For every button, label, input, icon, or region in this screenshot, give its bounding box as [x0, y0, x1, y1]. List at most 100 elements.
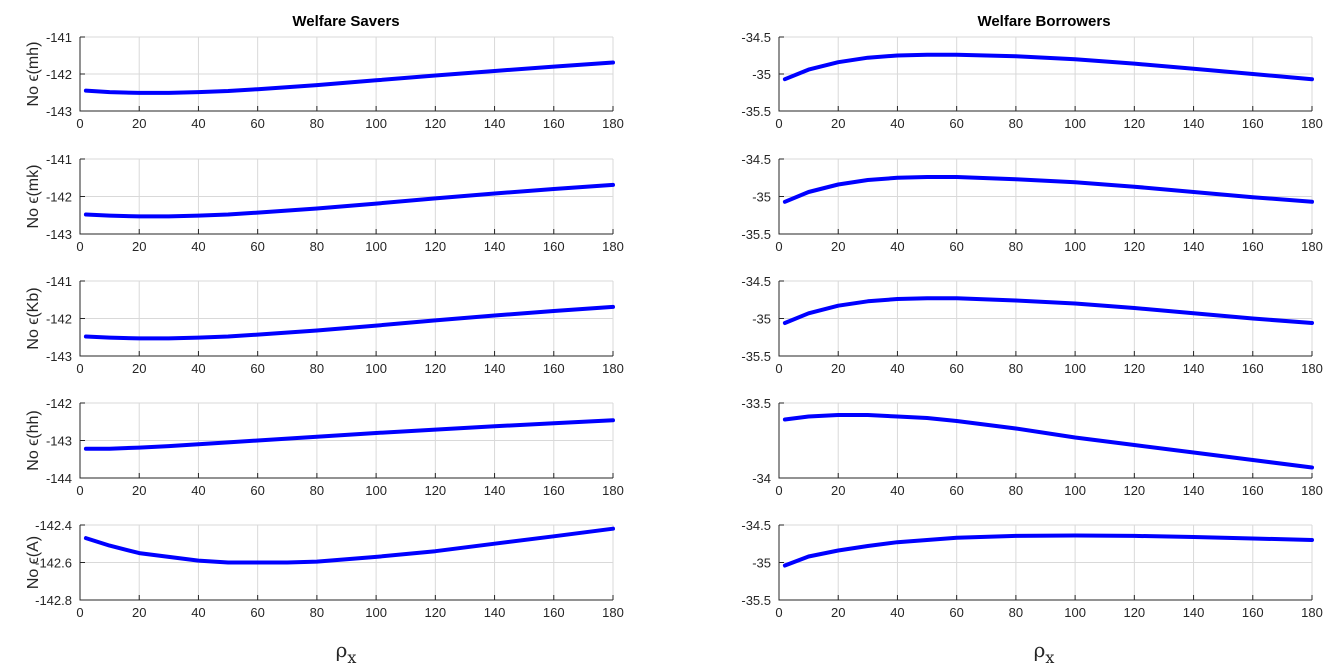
x-tick-label: 120: [1123, 605, 1145, 620]
y-tick-label: -35: [752, 190, 771, 205]
x-tick-label: 120: [424, 239, 446, 254]
x-axis-symbol: ρ: [336, 638, 348, 662]
series-line: [83, 60, 615, 95]
series-line: [83, 526, 615, 565]
x-axis-label-left: ρx: [336, 638, 357, 667]
y-tick-label: -35.5: [741, 593, 771, 608]
x-tick-label: 60: [949, 605, 963, 620]
y-tick-label: -141: [46, 30, 72, 45]
x-axis-label-right: ρx: [1034, 638, 1055, 667]
x-tick-label: 180: [602, 483, 624, 498]
x-tick-label: 140: [1183, 605, 1205, 620]
x-tick-label: 140: [484, 483, 506, 498]
x-tick-label: 80: [310, 239, 324, 254]
x-tick-label: 140: [1183, 361, 1205, 376]
x-tick-label: 140: [484, 361, 506, 376]
x-tick-label: 20: [831, 483, 845, 498]
x-tick-label: 180: [602, 605, 624, 620]
x-tick-label: 80: [310, 483, 324, 498]
x-tick-label: 180: [602, 361, 624, 376]
y-tick-label: -142: [46, 190, 72, 205]
x-tick-label: 160: [1242, 605, 1264, 620]
x-tick-label: 180: [602, 239, 624, 254]
left-column-title: Welfare Savers: [292, 13, 399, 30]
x-tick-label: 100: [365, 116, 387, 131]
x-tick-label: 160: [543, 605, 565, 620]
x-tick-label: 180: [602, 116, 624, 131]
x-tick-label: 20: [132, 116, 146, 131]
x-tick-label: 40: [191, 239, 205, 254]
x-tick-label: 120: [424, 483, 446, 498]
x-axis-subscript: x: [347, 648, 356, 667]
y-axis-label: No ϵ(hh): [25, 410, 42, 470]
y-tick-label: -35: [752, 312, 771, 327]
y-tick-label: -34: [752, 471, 771, 486]
x-tick-label: 60: [250, 483, 264, 498]
x-tick-label: 100: [365, 483, 387, 498]
panel-left-1: 0 20 40 60 80 100 120 140 160 180 -143 -142 -141 No ϵ…: [25, 30, 624, 131]
y-tick-label: -143: [46, 227, 72, 242]
y-tick-label: -143: [46, 349, 72, 364]
x-tick-label: 0: [76, 605, 83, 620]
y-tick-label: -143: [46, 434, 72, 449]
x-tick-label: 0: [76, 116, 83, 131]
x-tick-label: 60: [250, 361, 264, 376]
y-axis-label: No ϵ(mh): [25, 42, 42, 107]
x-tick-label: 180: [1301, 605, 1323, 620]
series-line: [782, 413, 1314, 470]
y-tick-label: -142.6: [35, 556, 72, 571]
y-tick-label: -142.8: [35, 593, 72, 608]
x-tick-label: 80: [310, 361, 324, 376]
x-tick-label: 60: [250, 605, 264, 620]
x-tick-label: 40: [890, 239, 904, 254]
x-axis-symbol: ρ: [1034, 638, 1046, 662]
x-tick-label: 120: [424, 605, 446, 620]
x-tick-label: 60: [250, 239, 264, 254]
x-tick-label: 120: [1123, 239, 1145, 254]
panels: 0 20 40 60 80 100 120 140 160 180 -143 -142 -141 No ϵ…: [25, 30, 1323, 620]
x-tick-label: 40: [191, 483, 205, 498]
y-tick-label: -34.5: [741, 518, 771, 533]
x-tick-label: 100: [1064, 361, 1086, 376]
y-axis-label: No ϵ(mk): [25, 165, 42, 229]
y-tick-label: -33.5: [741, 396, 771, 411]
y-tick-label: -34.5: [741, 30, 771, 45]
panel-left-4: 0 20 40 60 80 100 120 140 160 180 -144 -143 -142 No ϵ…: [25, 396, 624, 498]
x-tick-label: 60: [949, 361, 963, 376]
x-tick-label: 140: [484, 605, 506, 620]
x-tick-label: 160: [543, 361, 565, 376]
x-tick-label: 40: [890, 116, 904, 131]
series-line: [782, 175, 1314, 204]
x-tick-label: 140: [1183, 483, 1205, 498]
x-tick-label: 40: [890, 361, 904, 376]
x-tick-label: 40: [191, 605, 205, 620]
x-tick-label: 160: [543, 483, 565, 498]
x-tick-label: 20: [132, 239, 146, 254]
x-tick-label: 160: [1242, 483, 1264, 498]
y-tick-label: -35: [752, 67, 771, 82]
x-tick-label: 160: [543, 239, 565, 254]
x-tick-label: 180: [1301, 483, 1323, 498]
x-tick-label: 20: [132, 361, 146, 376]
x-tick-label: 140: [1183, 239, 1205, 254]
x-axis-subscript: x: [1045, 648, 1054, 667]
x-tick-label: 100: [365, 239, 387, 254]
y-tick-label: -141: [46, 274, 72, 289]
y-axis-label: No ϵ(A): [25, 536, 42, 589]
series-line: [83, 304, 615, 341]
x-tick-label: 120: [1123, 483, 1145, 498]
x-tick-label: 20: [132, 483, 146, 498]
x-tick-label: 100: [365, 605, 387, 620]
x-tick-label: 80: [310, 116, 324, 131]
x-tick-label: 20: [831, 116, 845, 131]
x-tick-label: 100: [1064, 239, 1086, 254]
y-tick-label: -144: [46, 471, 72, 486]
x-tick-label: 120: [1123, 116, 1145, 131]
series-line: [83, 182, 615, 219]
y-tick-label: -34.5: [741, 152, 771, 167]
x-tick-label: 180: [1301, 116, 1323, 131]
y-tick-label: -35.5: [741, 227, 771, 242]
x-tick-label: 100: [1064, 605, 1086, 620]
x-tick-label: 120: [424, 361, 446, 376]
